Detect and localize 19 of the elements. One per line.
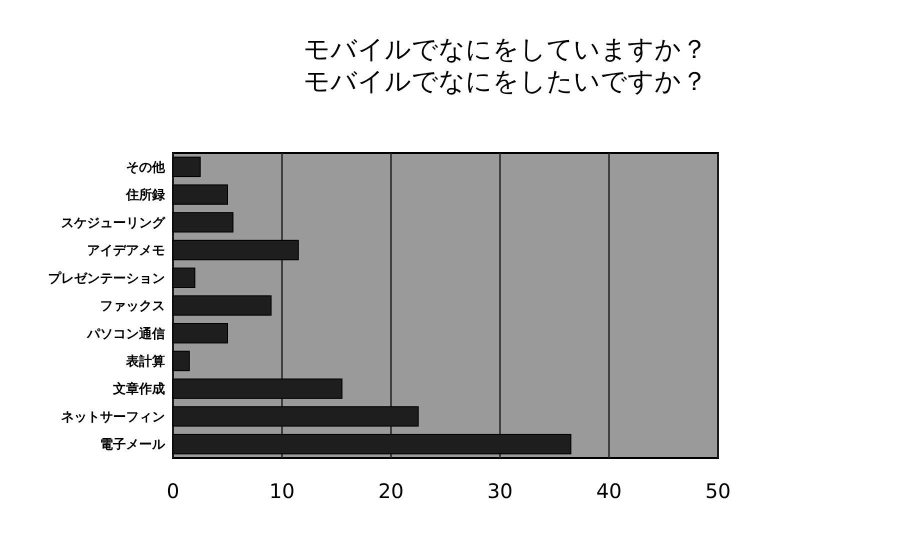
y-tick-label: プレゼンテーション: [48, 270, 165, 286]
x-tick-label: 50: [705, 479, 731, 503]
chart-subtitle: モバイルでなにをしたいですか？: [304, 67, 708, 97]
y-tick-label: スケジューリング: [61, 216, 166, 231]
y-tick-label: ネットサーフィン: [61, 410, 165, 425]
y-tick-label: 電子メール: [100, 438, 166, 453]
x-tick-label: 30: [487, 479, 513, 503]
x-tick-label: 40: [596, 479, 622, 503]
y-tick-label: 表計算: [125, 354, 165, 370]
y-tick-label: アイデアメモ: [87, 244, 165, 259]
x-tick-label: 20: [378, 479, 404, 503]
y-tick-label: 住所録: [125, 187, 165, 204]
y-tick-label: 文章作成: [112, 381, 165, 398]
y-tick-label: その他: [126, 160, 166, 176]
y-tick-label: パソコン通信: [86, 326, 165, 342]
chart-title: モバイルでなにをしていますか？: [304, 35, 708, 65]
x-tick-label: 10: [269, 479, 295, 503]
x-tick-label: 0: [166, 479, 180, 503]
y-tick-label: ファックス: [100, 299, 165, 314]
